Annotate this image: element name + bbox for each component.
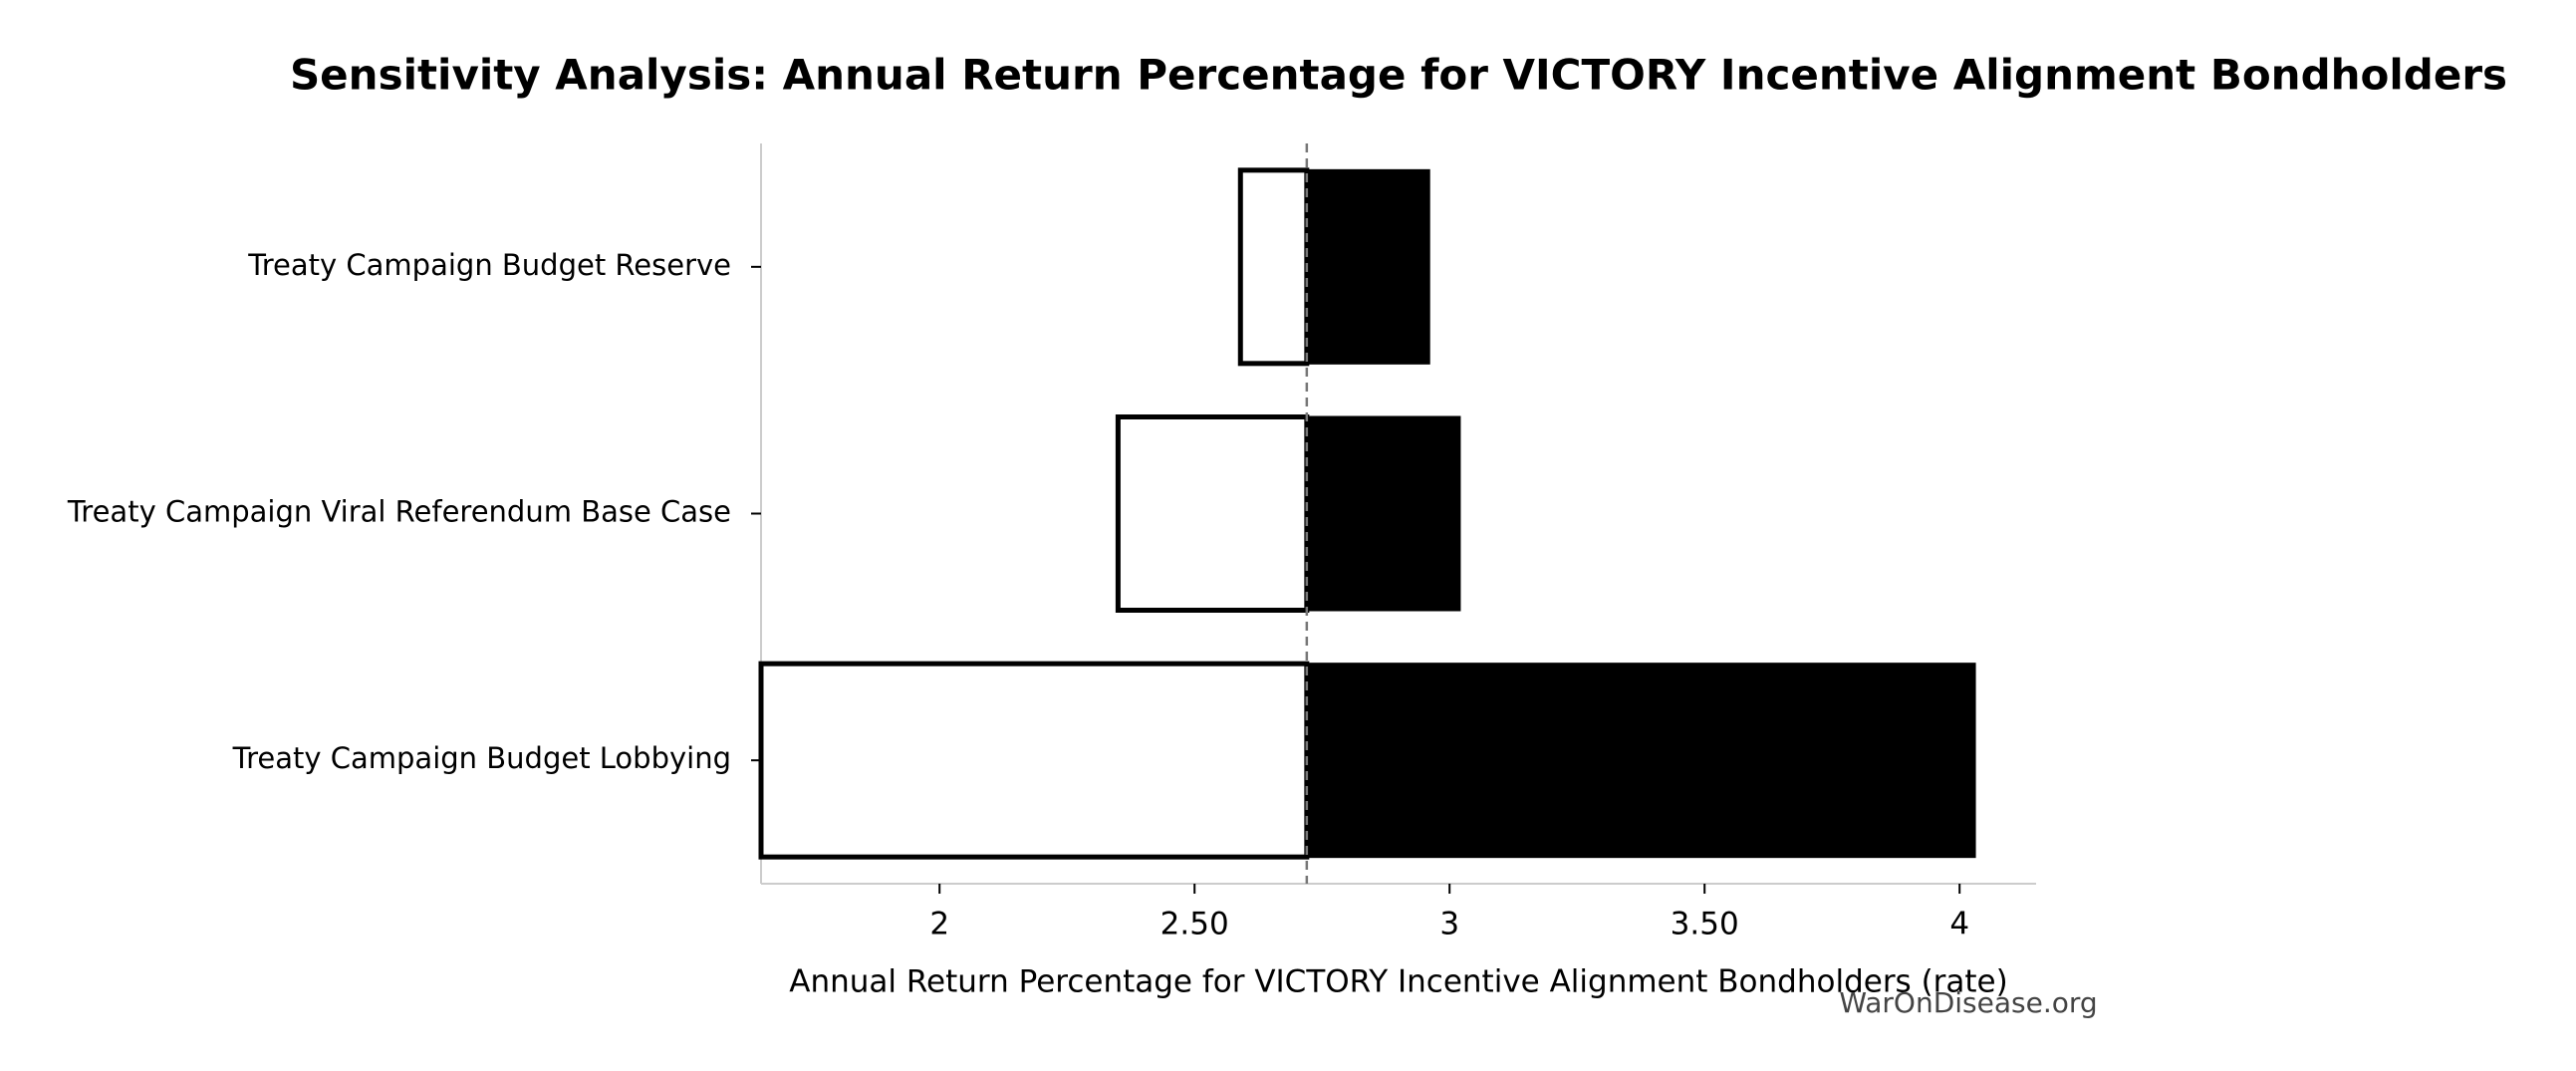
low-bar [758,661,1310,860]
chart-title: Sensitivity Analysis: Annual Return Perc… [290,51,2507,100]
x-tick-label: 3 [1439,907,1459,942]
x-tick-label: 3.50 [1671,907,1739,942]
x-axis-label: Annual Return Percentage for VICTORY Inc… [789,964,2007,1000]
y-tick-label: Treaty Campaign Budget Reserve [247,248,731,282]
high-bar [1305,168,1430,365]
x-tick-label: 4 [1949,907,1969,942]
x-tick-label: 2.50 [1160,907,1229,942]
watermark: WarOnDisease.org [1839,986,2097,1019]
high-bar [1305,415,1461,612]
y-tick-label: Treaty Campaign Viral Referendum Base Ca… [67,495,731,529]
low-bar [1237,167,1310,367]
high-bar [1305,663,1976,859]
low-bar [1115,414,1310,613]
x-tick-label: 2 [929,907,949,942]
y-tick-label: Treaty Campaign Budget Lobbying [232,741,731,775]
